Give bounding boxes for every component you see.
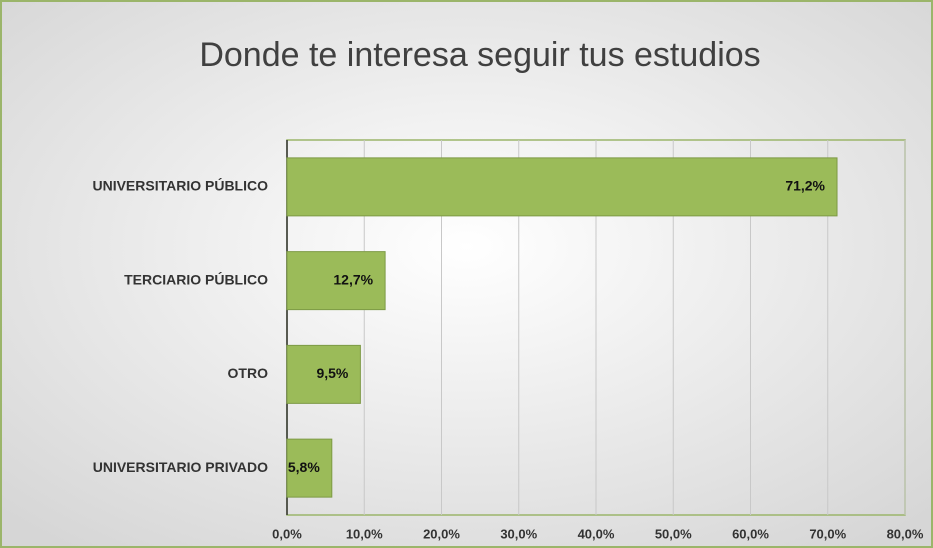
- x-tick-label: 50,0%: [655, 526, 692, 541]
- bar: [286, 344, 361, 404]
- x-tick-label: 20,0%: [423, 526, 460, 541]
- y-tick-label: OTRO: [228, 365, 269, 381]
- x-tick-label: 60,0%: [732, 526, 769, 541]
- data-label: 5,8%: [288, 459, 320, 475]
- y-tick-label: TERCIARIO PÚBLICO: [124, 270, 268, 287]
- bar: [286, 438, 333, 498]
- data-label: 9,5%: [316, 365, 348, 381]
- x-tick-label: 40,0%: [578, 526, 615, 541]
- x-tick-label: 10,0%: [346, 526, 383, 541]
- x-tick-label: 70,0%: [809, 526, 846, 541]
- x-tick-label: 0,0%: [272, 526, 302, 541]
- y-tick-label: UNIVERSITARIO PRIVADO: [93, 459, 268, 475]
- chart-title: Donde te interesa seguir tus estudios: [199, 36, 760, 74]
- x-tick-label: 30,0%: [500, 526, 537, 541]
- bar: [286, 251, 386, 311]
- data-label: 71,2%: [785, 178, 825, 194]
- x-tick-label: 80,0%: [887, 526, 924, 541]
- data-label: 12,7%: [333, 271, 373, 287]
- bar: [286, 157, 838, 217]
- y-tick-label: UNIVERSITARIO PÚBLICO: [92, 177, 268, 194]
